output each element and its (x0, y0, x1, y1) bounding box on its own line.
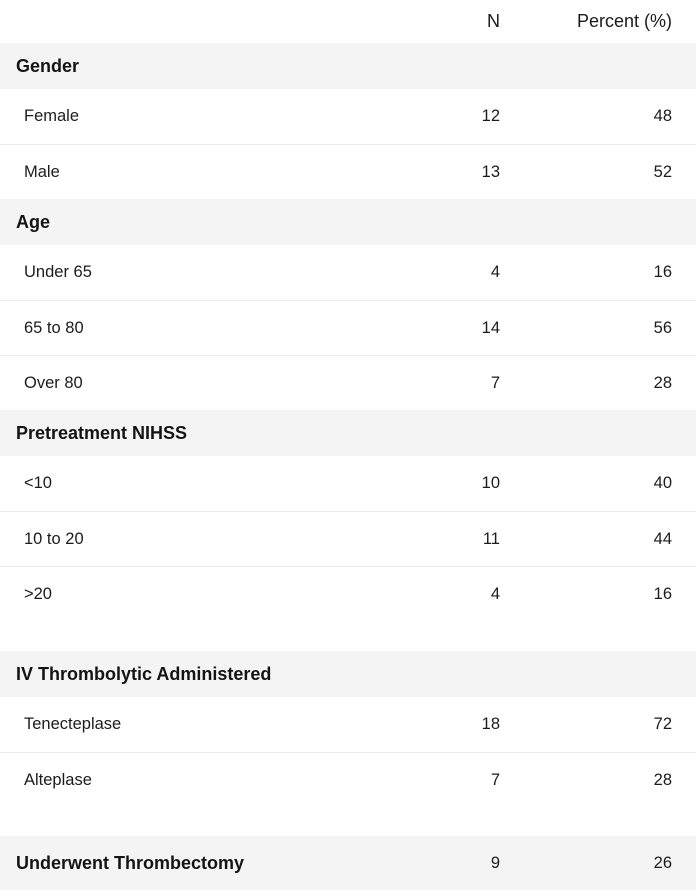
section-title: Pretreatment NIHSS (16, 422, 188, 443)
row-n-value: 13 (481, 162, 500, 181)
table-row-over-80: Over 80 7 28 (0, 355, 696, 410)
row-n-value: 7 (490, 373, 500, 392)
summary-row-n-value: 9 (490, 853, 500, 872)
table-row-nihss-10-to-20: 10 to 20 11 44 (0, 511, 696, 566)
row-n-value: 4 (490, 263, 500, 281)
row-percent-value: 52 (653, 162, 672, 181)
column-header-row: N Percent (%) (0, 0, 696, 43)
column-header-n: N (487, 11, 500, 31)
table-row-alteplase: Alteplase 7 28 (0, 752, 696, 807)
table-row-under-65: Under 65 4 16 (0, 245, 696, 300)
row-percent-value: 28 (653, 770, 672, 789)
section-header-iv-thrombolytic: IV Thrombolytic Administered (0, 651, 696, 697)
row-label: Tenecteplase (24, 715, 122, 733)
row-percent-value: 72 (653, 715, 672, 733)
row-n-value: 7 (490, 770, 500, 789)
row-label: >20 (24, 584, 52, 603)
section-spacer (0, 621, 696, 651)
table-row-male: Male 13 52 (0, 144, 696, 199)
summary-row-label: Underwent Thrombectomy (16, 852, 245, 873)
table-row-underwent-thrombectomy: Underwent Thrombectomy 9 26 (0, 836, 696, 890)
row-label: Alteplase (24, 770, 92, 789)
section-title: IV Thrombolytic Administered (16, 663, 272, 684)
table-row-tenecteplase: Tenecteplase 18 72 (0, 697, 696, 752)
row-n-value: 14 (481, 318, 500, 337)
row-label: Under 65 (24, 263, 92, 281)
row-label: Male (24, 162, 60, 181)
row-n-value: 10 (481, 474, 500, 492)
row-n-value: 4 (490, 584, 500, 603)
table-row-nihss-over-20: >20 4 16 (0, 566, 696, 621)
section-spacer (0, 807, 696, 836)
row-label: Over 80 (24, 373, 83, 392)
row-n-value: 12 (481, 107, 500, 125)
column-header-percent: Percent (%) (576, 11, 672, 31)
row-percent-value: 48 (653, 107, 672, 125)
row-percent-value: 28 (653, 373, 672, 392)
table-row-nihss-under-10: <10 10 40 (0, 456, 696, 511)
row-label: Female (24, 107, 80, 125)
section-header-pretreatment-nihss: Pretreatment NIHSS (0, 410, 696, 456)
section-title: Age (16, 211, 51, 232)
row-percent-value: 56 (653, 318, 672, 337)
row-label: 10 to 20 (24, 529, 84, 548)
row-label: 65 to 80 (24, 318, 84, 337)
row-percent-value: 16 (653, 584, 672, 603)
summary-row-percent-value: 26 (653, 853, 672, 872)
table-row-65-to-80: 65 to 80 14 56 (0, 300, 696, 355)
section-header-age: Age (0, 199, 696, 245)
row-percent-value: 40 (653, 474, 672, 492)
section-header-gender: Gender (0, 43, 696, 89)
row-label: <10 (24, 474, 52, 492)
row-n-value: 11 (482, 529, 500, 548)
section-title: Gender (16, 55, 80, 76)
row-percent-value: 44 (653, 529, 672, 548)
row-n-value: 18 (481, 715, 500, 733)
table-row-female: Female 12 48 (0, 89, 696, 144)
row-percent-value: 16 (653, 263, 672, 281)
